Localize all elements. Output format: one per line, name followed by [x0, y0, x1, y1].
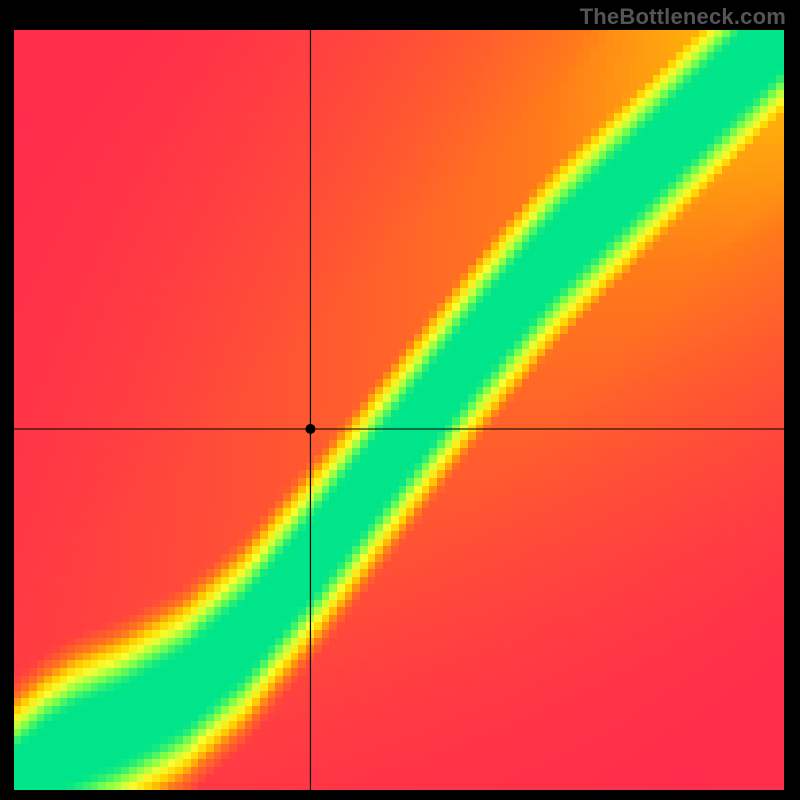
chart-frame: TheBottleneck.com — [0, 0, 800, 800]
source-watermark: TheBottleneck.com — [580, 4, 786, 30]
bottleneck-heatmap — [14, 30, 784, 790]
